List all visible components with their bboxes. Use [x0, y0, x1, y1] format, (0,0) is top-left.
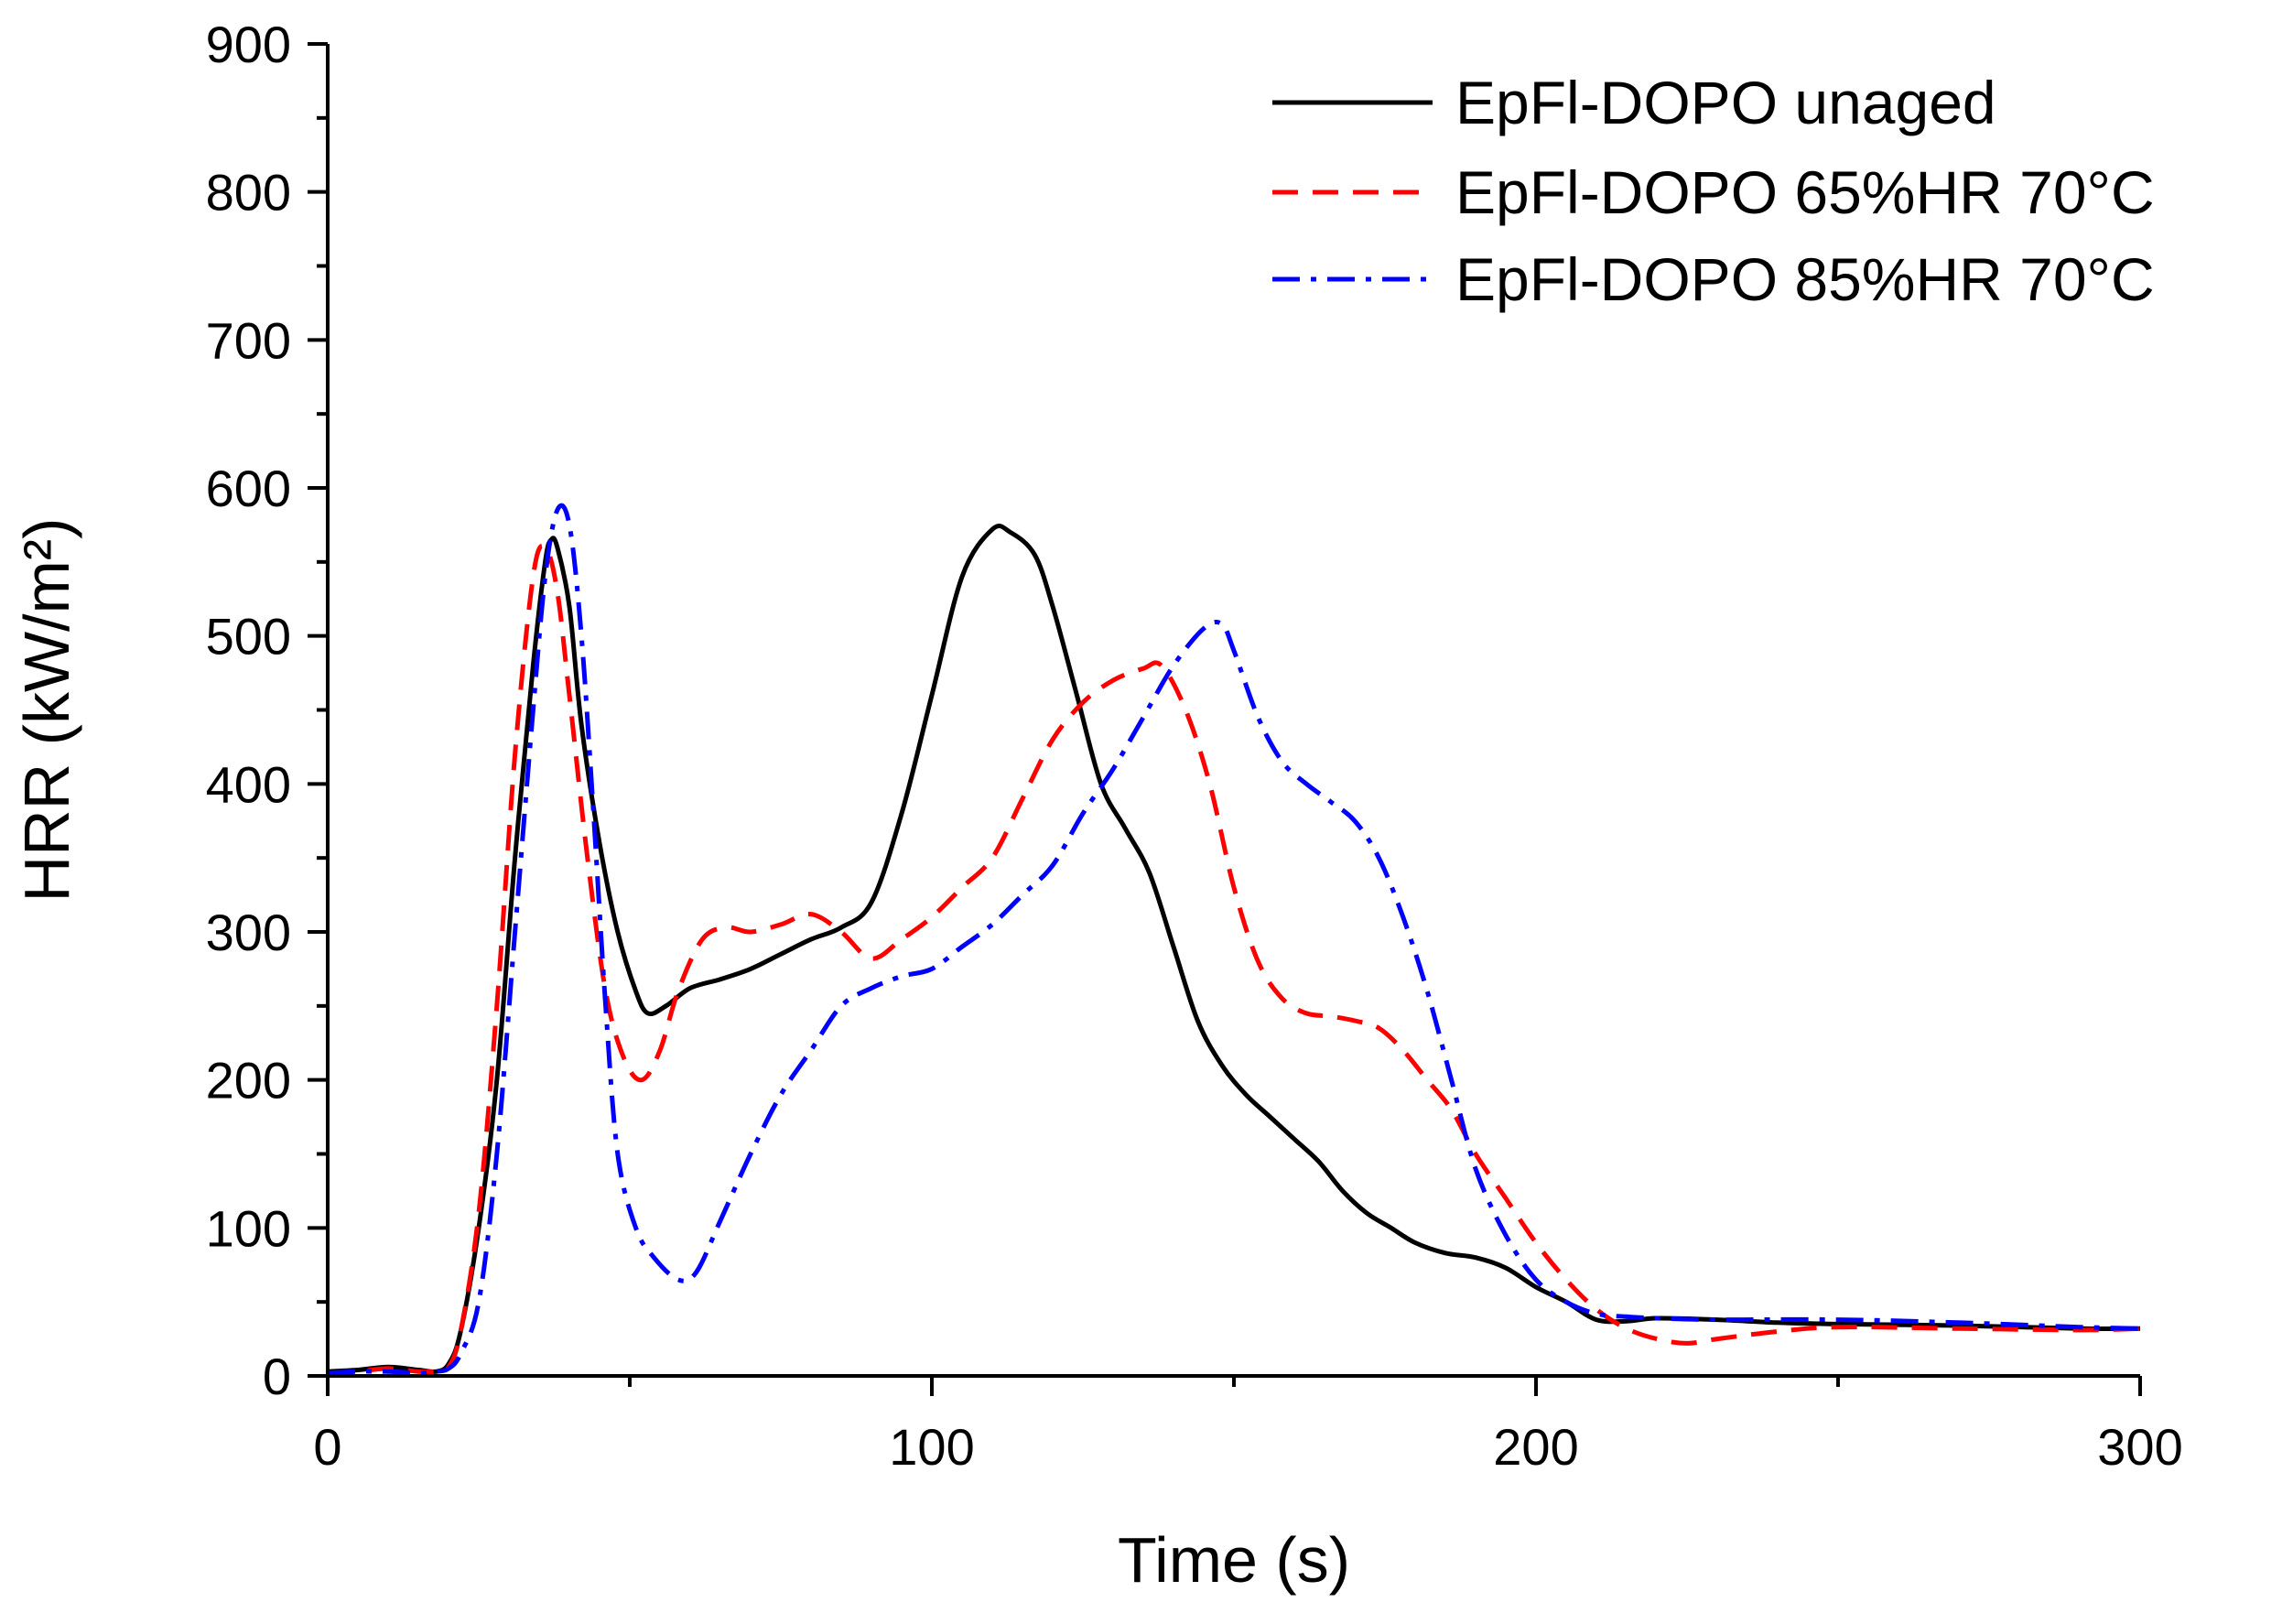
- y-tick-label: 400: [206, 755, 291, 813]
- legend-label-unaged: EpFl-DOPO unaged: [1455, 69, 1996, 136]
- y-tick-label: 800: [206, 164, 291, 222]
- x-axis-title: Time (s): [1118, 1524, 1350, 1596]
- x-tick-label: 200: [1493, 1418, 1578, 1476]
- x-tick-label: 0: [313, 1418, 341, 1476]
- y-tick-label: 200: [206, 1052, 291, 1110]
- series-layer: [327, 503, 2141, 1376]
- series-line-2: [327, 503, 2141, 1376]
- y-tick-label: 300: [206, 904, 291, 961]
- legend: EpFl-DOPO unaged EpFl-DOPO 65%HR 70°C Ep…: [1272, 69, 2155, 313]
- x-tick-label: 100: [889, 1418, 974, 1476]
- y-tick-label: 600: [206, 460, 291, 517]
- y-tick-label: 100: [206, 1199, 291, 1257]
- legend-label-65hr: EpFl-DOPO 65%HR 70°C: [1455, 158, 2155, 226]
- x-tick-label: 300: [2097, 1418, 2182, 1476]
- series-line-1: [327, 543, 2141, 1376]
- ticks-layer: 0 100 200 300 400 500 600 700 800 900 0 100 200 300: [206, 16, 2183, 1476]
- y-tick-label: 500: [206, 608, 291, 666]
- y-tick-label: 0: [263, 1348, 291, 1405]
- y-tick-label: 700: [206, 311, 291, 369]
- y-axis-title: HRR (kW/m²): [11, 518, 82, 903]
- y-tick-label: 900: [206, 16, 291, 73]
- series-line-0: [327, 524, 2141, 1374]
- legend-label-85hr: EpFl-DOPO 85%HR 70°C: [1455, 245, 2155, 313]
